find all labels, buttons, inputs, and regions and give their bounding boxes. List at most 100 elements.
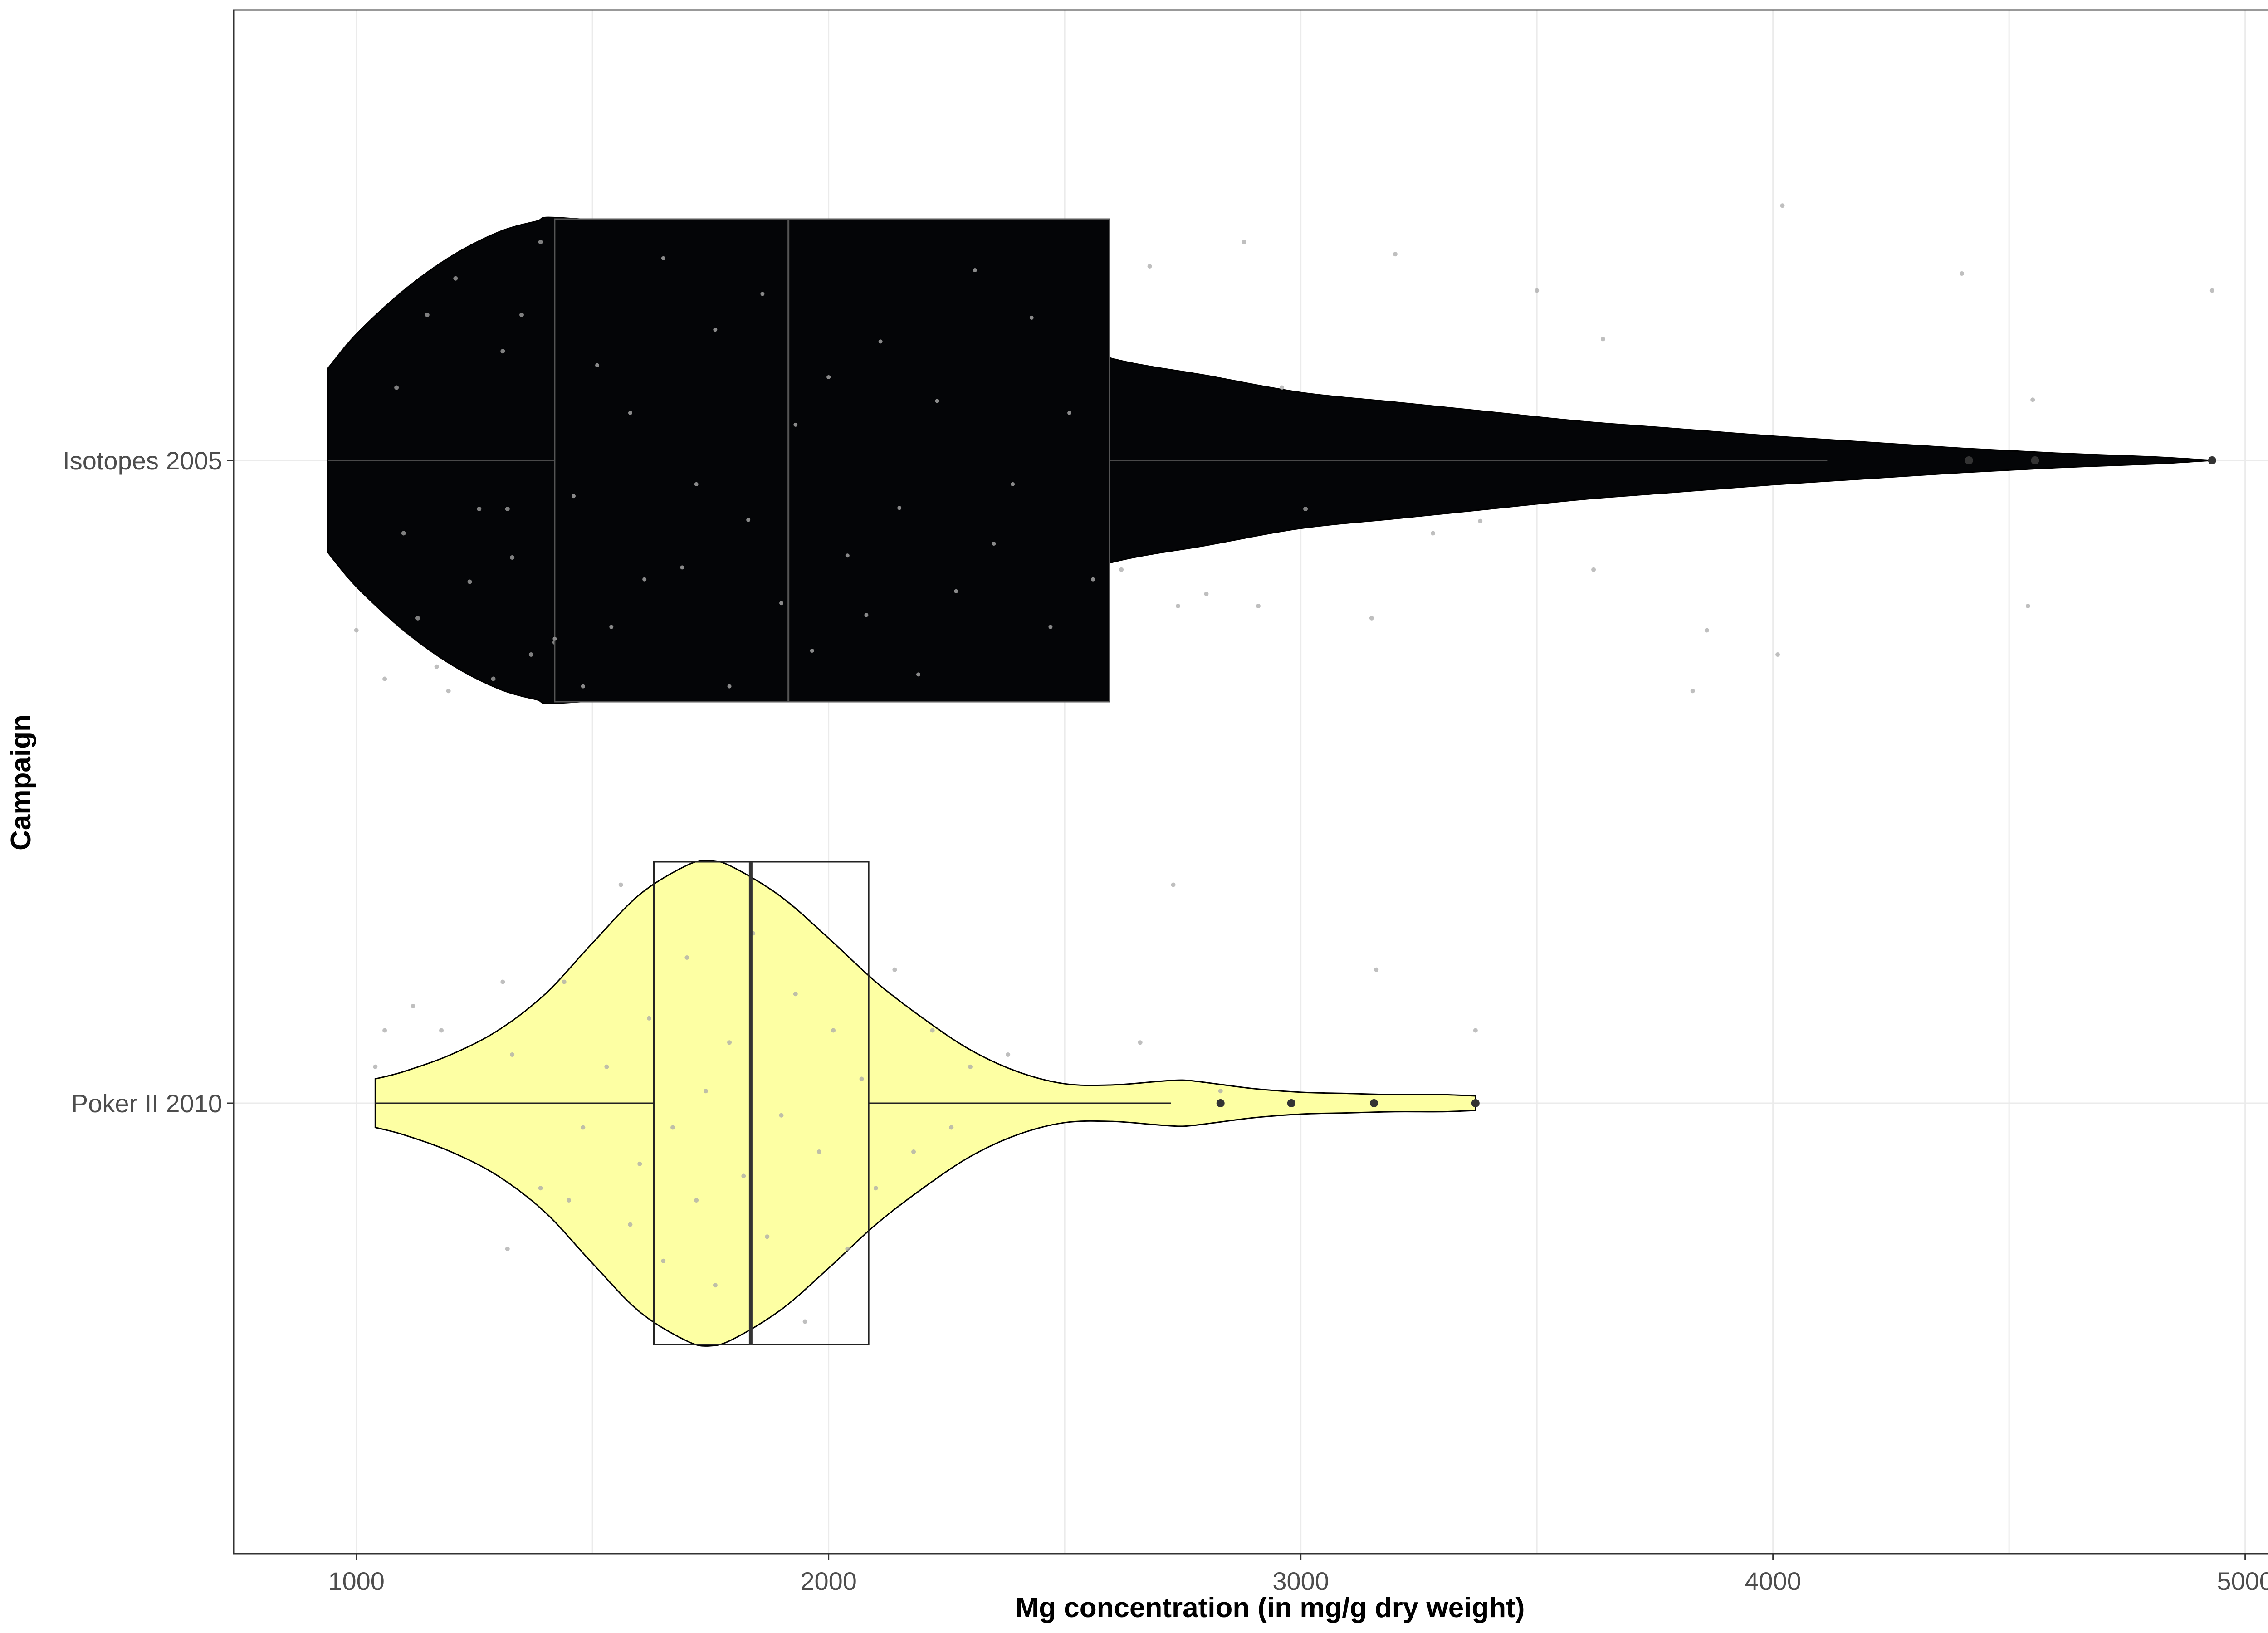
jitter-point-isotopes-2005 <box>1369 616 1374 621</box>
box-poker-ii-2010 <box>653 861 870 1345</box>
jitter-point-overlay-isotopes-2005 <box>845 553 850 558</box>
jitter-point-poker-ii-2010 <box>845 1247 850 1251</box>
jitter-point-poker-ii-2010 <box>1006 1052 1011 1057</box>
jitter-point-overlay-isotopes-2005 <box>1091 577 1095 582</box>
jitter-point-overlay-isotopes-2005 <box>746 518 751 522</box>
jitter-point-isotopes-2005 <box>415 616 420 621</box>
outlier-poker-ii-2010 <box>1216 1099 1225 1107</box>
outlier-isotopes-2005 <box>1965 456 1973 464</box>
plot-panel-border <box>233 9 2268 1555</box>
jitter-point-isotopes-2005 <box>1431 531 1436 536</box>
jitter-point-poker-ii-2010 <box>892 967 897 972</box>
x-tick-label-5000: 5000 <box>2217 1567 2268 1595</box>
jitter-point-isotopes-2005 <box>467 579 472 584</box>
jitter-point-overlay-isotopes-2005 <box>760 292 765 296</box>
jitter-point-poker-ii-2010 <box>538 1186 543 1191</box>
jitter-point-overlay-isotopes-2005 <box>572 494 576 499</box>
jitter-point-poker-ii-2010 <box>741 1173 746 1178</box>
outlier-poker-ii-2010 <box>1370 1099 1378 1107</box>
jitter-point-poker-ii-2010 <box>505 1247 510 1251</box>
outlier-poker-ii-2010 <box>1287 1099 1295 1107</box>
jitter-point-overlay-isotopes-2005 <box>935 399 939 403</box>
jitter-point-poker-ii-2010 <box>765 1234 770 1239</box>
jitter-point-poker-ii-2010 <box>562 979 567 984</box>
jitter-point-overlay-isotopes-2005 <box>1067 411 1072 415</box>
jitter-point-isotopes-2005 <box>1393 252 1398 257</box>
x-tick-label-4000: 4000 <box>1745 1567 1801 1595</box>
jitter-point-isotopes-2005 <box>1780 203 1785 208</box>
jitter-point-poker-ii-2010 <box>1473 1028 1478 1033</box>
jitter-point-poker-ii-2010 <box>1138 1040 1143 1045</box>
jitter-point-isotopes-2005 <box>1535 288 1540 293</box>
jitter-point-overlay-isotopes-2005 <box>878 339 883 344</box>
jitter-point-poker-ii-2010 <box>873 1186 878 1191</box>
jitter-point-poker-ii-2010 <box>694 1198 699 1203</box>
jitter-point-poker-ii-2010 <box>628 1222 633 1227</box>
jitter-point-poker-ii-2010 <box>930 1028 935 1033</box>
jitter-point-poker-ii-2010 <box>968 1064 973 1069</box>
jitter-point-poker-ii-2010 <box>704 1089 709 1094</box>
jitter-point-poker-ii-2010 <box>779 1113 784 1118</box>
jitter-point-overlay-isotopes-2005 <box>779 601 784 606</box>
jitter-point-isotopes-2005 <box>1775 652 1780 657</box>
jitter-point-poker-ii-2010 <box>661 1258 666 1263</box>
box-isotopes-2005 <box>554 218 1110 703</box>
jitter-point-overlay-isotopes-2005 <box>793 422 798 427</box>
jitter-point-overlay-isotopes-2005 <box>973 268 977 273</box>
x-axis-title: Mg concentration (in mg/g dry weight) <box>1016 1592 1525 1623</box>
jitter-point-poker-ii-2010 <box>802 1319 807 1324</box>
x-tick-label-1000: 1000 <box>328 1567 385 1595</box>
jitter-point-isotopes-2005 <box>505 507 510 511</box>
jitter-point-isotopes-2005 <box>1600 337 1605 342</box>
outlier-isotopes-2005 <box>2031 456 2039 464</box>
jitter-point-overlay-isotopes-2005 <box>680 565 684 570</box>
y-tick-label-poker-ii-2010: Poker II 2010 <box>71 1089 222 1118</box>
jitter-point-isotopes-2005 <box>1591 567 1596 572</box>
jitter-point-isotopes-2005 <box>477 507 482 511</box>
jitter-point-overlay-isotopes-2005 <box>609 625 614 629</box>
jitter-point-poker-ii-2010 <box>911 1149 916 1154</box>
jitter-point-isotopes-2005 <box>1704 628 1709 633</box>
jitter-point-overlay-isotopes-2005 <box>694 482 699 486</box>
jitter-point-poker-ii-2010 <box>373 1064 378 1069</box>
jitter-point-overlay-isotopes-2005 <box>1011 482 1015 486</box>
jitter-point-isotopes-2005 <box>519 313 524 317</box>
jitter-point-poker-ii-2010 <box>949 1125 954 1130</box>
jitter-point-isotopes-2005 <box>538 240 543 244</box>
jitter-point-poker-ii-2010 <box>382 1028 387 1033</box>
y-tick-label-isotopes-2005: Isotopes 2005 <box>63 446 222 475</box>
jitter-point-isotopes-2005 <box>354 628 359 633</box>
jitter-point-overlay-isotopes-2005 <box>595 363 600 367</box>
jitter-point-overlay-isotopes-2005 <box>992 542 996 546</box>
outlier-poker-ii-2010 <box>1471 1099 1480 1107</box>
jitter-point-isotopes-2005 <box>1478 518 1483 523</box>
jitter-point-poker-ii-2010 <box>793 992 798 997</box>
jitter-point-overlay-isotopes-2005 <box>810 648 814 653</box>
jitter-point-isotopes-2005 <box>1690 689 1695 694</box>
jitter-point-overlay-isotopes-2005 <box>552 636 557 641</box>
jitter-point-isotopes-2005 <box>1204 592 1209 596</box>
jitter-point-overlay-isotopes-2005 <box>661 256 665 260</box>
jitter-point-isotopes-2005 <box>2030 397 2035 402</box>
jitter-point-isotopes-2005 <box>401 531 406 536</box>
jitter-point-isotopes-2005 <box>446 689 451 694</box>
jitter-point-isotopes-2005 <box>453 276 458 281</box>
jitter-point-overlay-isotopes-2005 <box>628 411 632 415</box>
jitter-point-overlay-isotopes-2005 <box>916 672 920 677</box>
jitter-point-poker-ii-2010 <box>816 1149 821 1154</box>
jitter-point-poker-ii-2010 <box>727 1040 732 1045</box>
jitter-point-isotopes-2005 <box>2209 288 2214 293</box>
jitter-point-isotopes-2005 <box>500 349 505 354</box>
jitter-point-isotopes-2005 <box>394 385 399 390</box>
jitter-point-isotopes-2005 <box>1256 604 1261 608</box>
jitter-point-poker-ii-2010 <box>670 1125 675 1130</box>
jitter-point-poker-ii-2010 <box>581 1125 586 1130</box>
jitter-point-poker-ii-2010 <box>411 1004 415 1008</box>
jitter-point-overlay-isotopes-2005 <box>864 613 869 617</box>
jitter-point-overlay-isotopes-2005 <box>581 684 585 689</box>
jitter-point-isotopes-2005 <box>1280 385 1285 390</box>
jitter-point-overlay-isotopes-2005 <box>1048 625 1053 629</box>
jitter-point-poker-ii-2010 <box>647 1016 652 1021</box>
